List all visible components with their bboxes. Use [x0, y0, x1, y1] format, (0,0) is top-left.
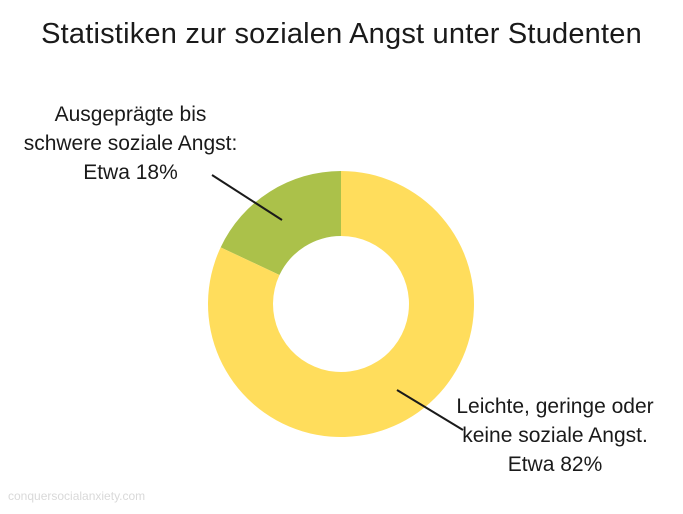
slice-severe: [220, 171, 341, 276]
chart-title: Statistiken zur sozialen Angst unter Stu…: [41, 18, 642, 50]
slice-label-mild-line-3: Etwa 82%: [507, 453, 603, 476]
slice-label-mild-line-1: Leichte, geringe oder: [456, 395, 654, 418]
slice-label-severe-line-3: Etwa 18%: [83, 161, 178, 184]
slice-label-severe-line-1: Ausgeprägte bis: [54, 103, 207, 126]
slice-label-mild: Leichte, geringe oder keine soziale Angs…: [440, 392, 670, 479]
watermark: conquersocialanxiety.com: [8, 489, 146, 503]
slice-label-mild-line-2: keine soziale Angst.: [462, 424, 648, 447]
slice-mild: [207, 171, 474, 438]
slice-label-severe-line-2: schwere soziale Angst:: [23, 132, 238, 155]
leader-line-severe: [211, 174, 283, 221]
leader-line-mild: [396, 389, 464, 431]
slice-label-severe: Ausgeprägte bis schwere soziale Angst: E…: [8, 100, 253, 187]
